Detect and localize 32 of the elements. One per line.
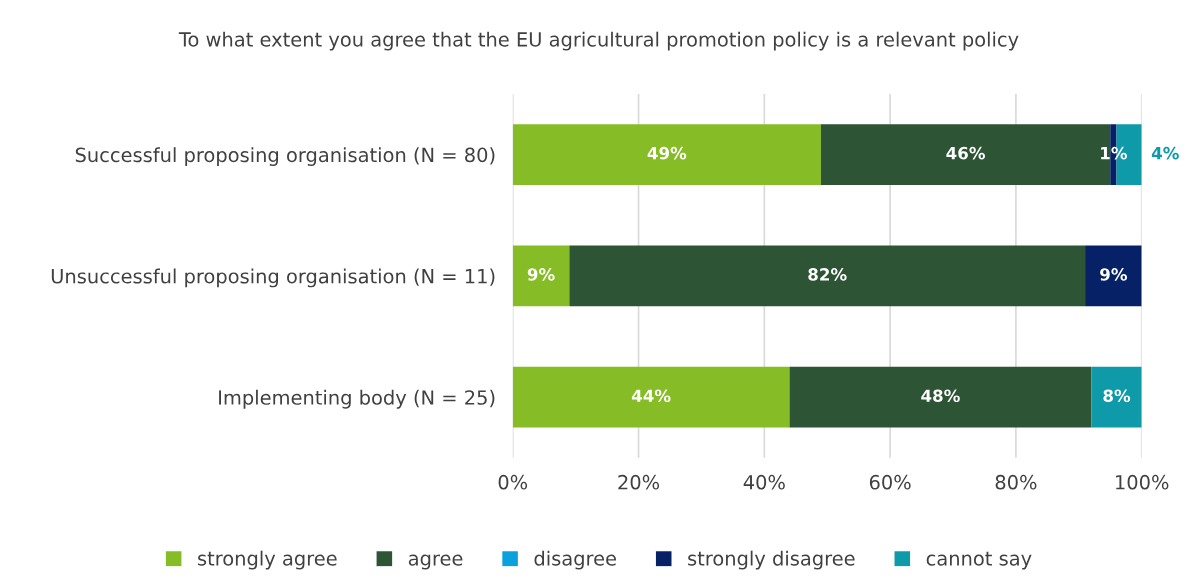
bar: [512, 124, 821, 185]
bar: [512, 366, 790, 428]
legend-label: strongly agree: [198, 550, 337, 570]
x-tick-label: 20%: [618, 474, 660, 490]
legend-label: disagree: [534, 550, 617, 570]
x-tick-label: 0%: [498, 474, 528, 490]
data-label: 48%: [921, 389, 960, 403]
y-tick-label: Unsuccessful proposing organisation (N = 11): [51, 268, 495, 288]
data-label: 1%: [1101, 146, 1128, 160]
legend-label: agree: [408, 554, 463, 570]
y-tick-label: Implementing body (N = 25): [219, 389, 495, 409]
data-label: 46%: [946, 146, 985, 160]
x-tick-label: 100%: [1116, 474, 1169, 490]
bar: [569, 245, 1086, 307]
x-tick-label: 60%: [869, 474, 911, 490]
legend-label: cannot say: [926, 551, 1032, 570]
data-label: 9%: [1100, 268, 1128, 281]
x-tick-label: 80%: [995, 474, 1037, 490]
y-tick-label: Successful proposing organisation (N = 80): [75, 147, 495, 167]
data-label: 44%: [631, 389, 671, 403]
legend-label: strongly disagree: [688, 550, 855, 570]
bar: [1091, 366, 1142, 428]
data-label: 9%: [527, 268, 555, 281]
bar: [512, 245, 570, 307]
data-label: 8%: [1103, 389, 1131, 403]
data-label: 82%: [808, 268, 847, 281]
data-label: 49%: [647, 146, 687, 160]
x-tick-label: 40%: [743, 474, 785, 490]
bar: [789, 366, 1092, 428]
chart-title: To what extent you agree that the EU agricultural promotion policy is a relevant policy: [178, 31, 1019, 51]
bar: [1085, 245, 1142, 307]
data-label: 4%: [1151, 146, 1179, 160]
